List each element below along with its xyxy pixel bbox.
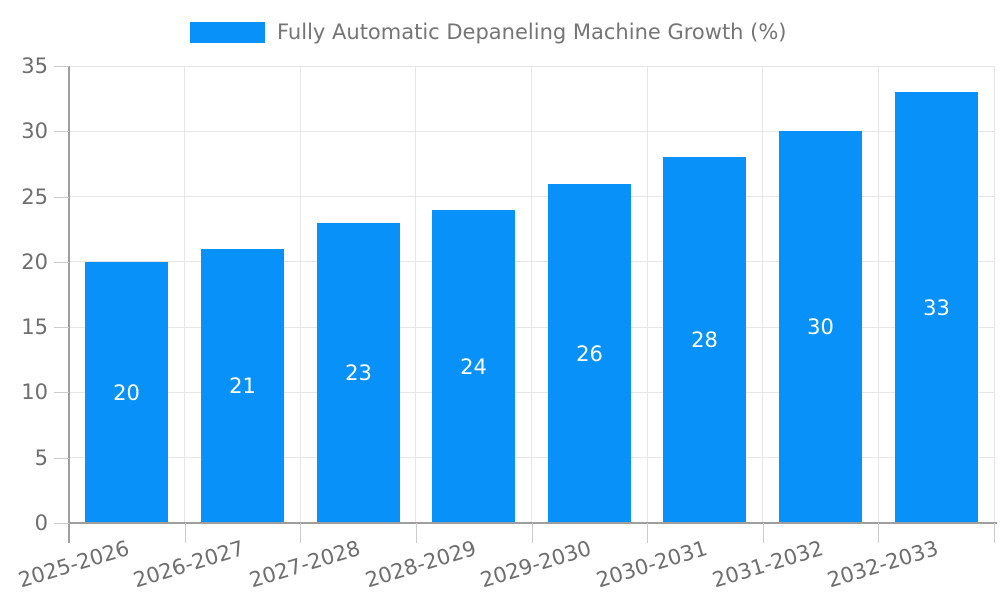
y-tick-mark: [54, 523, 69, 524]
bar-value-label: 24: [460, 354, 487, 379]
y-tick-mark: [54, 66, 69, 67]
y-axis-label: 5: [34, 445, 48, 470]
x-axis-label: 2026-2027: [130, 536, 248, 593]
y-axis-label: 15: [21, 315, 48, 340]
bar-value-label: 30: [807, 315, 834, 339]
x-axis-label: 2030-2031: [593, 536, 710, 593]
x-axis-line: [69, 522, 997, 524]
bar[interactable]: 24: [432, 210, 515, 523]
gridline-vertical: [993, 66, 995, 523]
gridline-vertical: [299, 66, 301, 523]
bar[interactable]: 33: [895, 92, 978, 523]
gridline-vertical: [415, 66, 417, 523]
y-tick-mark: [54, 392, 69, 394]
bar[interactable]: 28: [663, 157, 746, 523]
gridline-vertical: [762, 66, 764, 523]
legend-swatch: [190, 21, 265, 43]
y-axis-label: 20: [21, 249, 48, 274]
plot-area: 20 21 23 24 26 28 30 33: [69, 65, 995, 523]
y-tick-mark: [54, 131, 69, 133]
gridline-vertical: [877, 66, 879, 523]
y-tick-mark: [54, 196, 69, 198]
x-tick-mark: [762, 523, 764, 543]
y-axis-label: 0: [34, 511, 48, 535]
x-tick-mark: [184, 523, 186, 543]
x-tick-mark: [531, 523, 533, 543]
y-axis-label: 25: [21, 184, 48, 209]
bar[interactable]: 23: [317, 223, 400, 523]
y-tick-mark: [54, 457, 69, 459]
x-tick-mark: [415, 523, 417, 543]
bar-value-label: 20: [113, 380, 140, 405]
x-tick-mark: [300, 523, 302, 543]
legend-label: Fully Automatic Depaneling Machine Growt…: [277, 20, 787, 44]
gridline-vertical: [184, 66, 186, 523]
x-tick-mark: [994, 523, 995, 543]
gridline-vertical: [531, 66, 532, 523]
x-axis-label: 2028-2029: [362, 536, 479, 593]
legend[interactable]: Fully Automatic Depaneling Machine Growt…: [190, 20, 787, 44]
y-axis-line: [68, 66, 70, 543]
x-axis-label: 2031-2032: [709, 536, 826, 593]
bar[interactable]: 21: [201, 249, 284, 523]
bar[interactable]: 26: [548, 184, 631, 523]
gridline-vertical: [646, 66, 648, 523]
x-tick-mark: [647, 523, 649, 543]
y-axis-label: 35: [21, 54, 48, 78]
y-tick-mark: [54, 261, 69, 263]
x-axis-label: 2032-2033: [824, 536, 942, 593]
x-axis-label: 2029-2030: [477, 536, 595, 593]
y-axis-label: 30: [21, 119, 48, 144]
bar[interactable]: 30: [779, 131, 862, 523]
y-axis-label: 10: [21, 380, 48, 405]
y-tick-mark: [54, 327, 69, 329]
bar-value-label: 28: [691, 328, 718, 352]
x-axis-label: 2027-2028: [246, 536, 364, 593]
bar-value-label: 33: [923, 295, 950, 320]
x-tick-mark: [878, 523, 880, 543]
bar[interactable]: 20: [85, 262, 168, 523]
bar-value-label: 26: [576, 341, 603, 366]
x-axis-label: 2025-2026: [15, 536, 132, 593]
bar-value-label: 23: [345, 361, 372, 385]
bar-value-label: 21: [229, 374, 256, 398]
